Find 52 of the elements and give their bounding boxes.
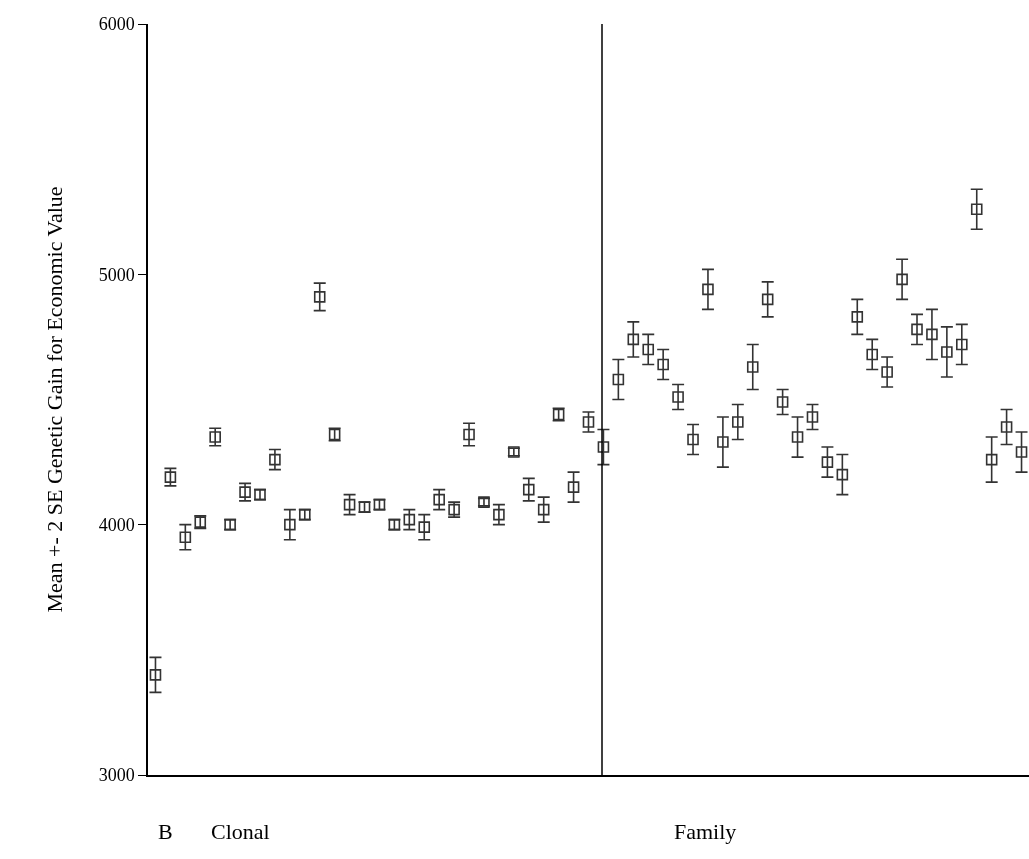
- point: [956, 338, 968, 351]
- y-tick-label: 3000: [98, 765, 135, 786]
- point: [985, 453, 998, 466]
- point: [418, 521, 431, 533]
- point: [806, 411, 819, 423]
- point: [284, 518, 296, 531]
- point: [537, 503, 550, 516]
- point: [821, 456, 834, 468]
- text: Family: [674, 819, 737, 844]
- y-tick-label: 5000: [98, 264, 135, 285]
- y-tick-label: 4000: [98, 514, 135, 535]
- point: [657, 358, 669, 371]
- point: [269, 453, 281, 466]
- point: [522, 483, 535, 496]
- point: [970, 203, 983, 216]
- point: [732, 416, 744, 428]
- y-tick-label: 6000: [98, 14, 135, 35]
- point: [149, 669, 162, 681]
- point: [836, 468, 849, 481]
- text: B: [158, 819, 173, 844]
- point: [896, 273, 908, 286]
- point: [866, 348, 879, 361]
- point: [493, 508, 505, 521]
- y-axis-title: Mean +- 2 SE Genetic Gain for Economic Value: [41, 186, 67, 613]
- point: [612, 373, 625, 386]
- point: [746, 361, 759, 373]
- point: [687, 433, 699, 446]
- point: [717, 436, 729, 448]
- point: [343, 498, 356, 511]
- point: [627, 333, 640, 346]
- point: [313, 291, 326, 303]
- point: [851, 311, 864, 323]
- point: [941, 346, 953, 358]
- point: [642, 343, 655, 356]
- point: [179, 531, 192, 543]
- point: [911, 323, 923, 336]
- point: [881, 366, 893, 378]
- point: [1000, 421, 1013, 433]
- point: [702, 283, 714, 296]
- point: [582, 416, 595, 428]
- point: [1015, 446, 1028, 458]
- point: [463, 428, 475, 441]
- point: [403, 513, 416, 526]
- text: Clonal: [211, 819, 270, 844]
- point: [567, 481, 580, 493]
- point: [761, 293, 774, 306]
- point: [926, 328, 938, 341]
- point: [433, 493, 445, 506]
- point: [597, 441, 610, 453]
- point: [672, 391, 684, 403]
- point: [776, 396, 789, 408]
- point: [791, 431, 804, 443]
